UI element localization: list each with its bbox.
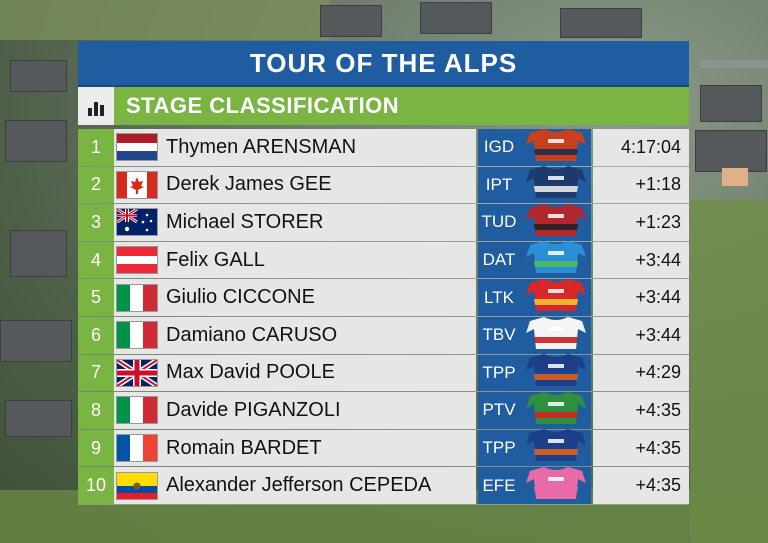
france-flag-icon: [116, 434, 158, 463]
result-row: 1 Thymen ARENSMAN IGD 4:17:04: [78, 128, 689, 167]
result-row: 9 Romain BARDET TPP +4:35: [78, 429, 689, 468]
classification-title: STAGE CLASSIFICATION: [126, 93, 400, 118]
team-code: IGD: [478, 129, 520, 166]
time-gap: +4:29: [593, 354, 689, 392]
rank: 7: [78, 354, 114, 392]
team-code: PTV: [478, 392, 520, 429]
rider-name: Michael STORER: [160, 204, 476, 241]
australia-flag-icon: [116, 208, 158, 237]
rider-name: Damiano CARUSO: [160, 316, 476, 354]
rider-name: Romain BARDET: [160, 429, 476, 467]
team-code: TBV: [478, 316, 520, 354]
time-gap: +3:44: [593, 241, 689, 279]
time-gap: +4:35: [593, 429, 689, 467]
rank: 10: [78, 467, 114, 504]
rank: 2: [78, 166, 114, 204]
italy-flag-icon: [116, 283, 158, 312]
team-jersey-icon: [525, 241, 586, 278]
rank: 4: [78, 241, 114, 279]
time-gap: +3:44: [593, 316, 689, 354]
classification-header: STAGE CLASSIFICATION: [78, 87, 689, 125]
results-table: 1 Thymen ARENSMAN IGD 4:17:04 2 Derek James G…: [78, 128, 689, 505]
time-gap: +1:18: [593, 166, 689, 204]
team-code: TPP: [478, 429, 520, 467]
bar-chart-icon: [78, 87, 114, 125]
classification-panel: TOUR OF THE ALPS STAGE CLASSIFICATION 1 T…: [78, 41, 689, 505]
time-gap: 4:17:04: [593, 129, 689, 166]
rank: 1: [78, 129, 114, 166]
team-jersey-icon: [525, 278, 586, 316]
team-code: TPP: [478, 354, 520, 392]
rank: 8: [78, 392, 114, 429]
result-row: 4 Felix GALL DAT +3:44: [78, 241, 689, 280]
team-jersey-icon: [525, 466, 586, 504]
italy-flag-icon: [116, 396, 158, 425]
austria-flag-icon: [116, 246, 158, 275]
team-code: DAT: [478, 241, 520, 279]
result-row: 5 Giulio CICCONE LTK +3:44: [78, 278, 689, 317]
team-jersey-icon: [525, 128, 586, 166]
team-jersey-icon: [525, 354, 586, 391]
uk-flag-icon: [116, 358, 158, 387]
time-gap: +3:44: [593, 279, 689, 316]
time-gap: +1:23: [593, 204, 689, 241]
rider-name: Max David POOLE: [160, 354, 476, 392]
team-code: EFE: [478, 467, 520, 504]
team-jersey-icon: [525, 166, 586, 203]
result-row: 2 Derek James GEE IPT +1:18: [78, 166, 689, 205]
result-row: 7 Max David POOLE TPP +4:29: [78, 354, 689, 393]
italy-flag-icon: [116, 321, 158, 350]
team-jersey-icon: [525, 391, 586, 429]
result-row: 8 Davide PIGANZOLI PTV +4:35: [78, 391, 689, 430]
rider-name: Thymen ARENSMAN: [160, 129, 476, 166]
rider-name: Davide PIGANZOLI: [160, 392, 476, 429]
team-code: LTK: [478, 279, 520, 316]
time-gap: +4:35: [593, 467, 689, 504]
canada-flag-icon: [116, 170, 158, 199]
time-gap: +4:35: [593, 392, 689, 429]
rank: 3: [78, 204, 114, 241]
rider-name: Felix GALL: [160, 241, 476, 279]
ecuador-flag-icon: [116, 471, 158, 500]
team-jersey-icon: [525, 203, 586, 241]
rider-name: Alexander Jefferson CEPEDA: [160, 467, 476, 504]
result-row: 10 Alexander Jefferson CEPEDA EFE +4:35: [78, 466, 689, 505]
rider-name: Derek James GEE: [160, 166, 476, 204]
rank: 5: [78, 279, 114, 316]
rank: 9: [78, 429, 114, 467]
race-title: TOUR OF THE ALPS: [78, 41, 689, 87]
rank: 6: [78, 316, 114, 354]
netherlands-flag-icon: [116, 133, 158, 162]
team-code: IPT: [478, 166, 520, 204]
team-jersey-icon: [525, 429, 586, 466]
result-row: 6 Damiano CARUSO TBV +3:44: [78, 316, 689, 355]
team-jersey-icon: [525, 316, 586, 354]
result-row: 3 Michael STORER TUD +1:23: [78, 203, 689, 242]
rider-name: Giulio CICCONE: [160, 279, 476, 316]
team-code: TUD: [478, 204, 520, 241]
